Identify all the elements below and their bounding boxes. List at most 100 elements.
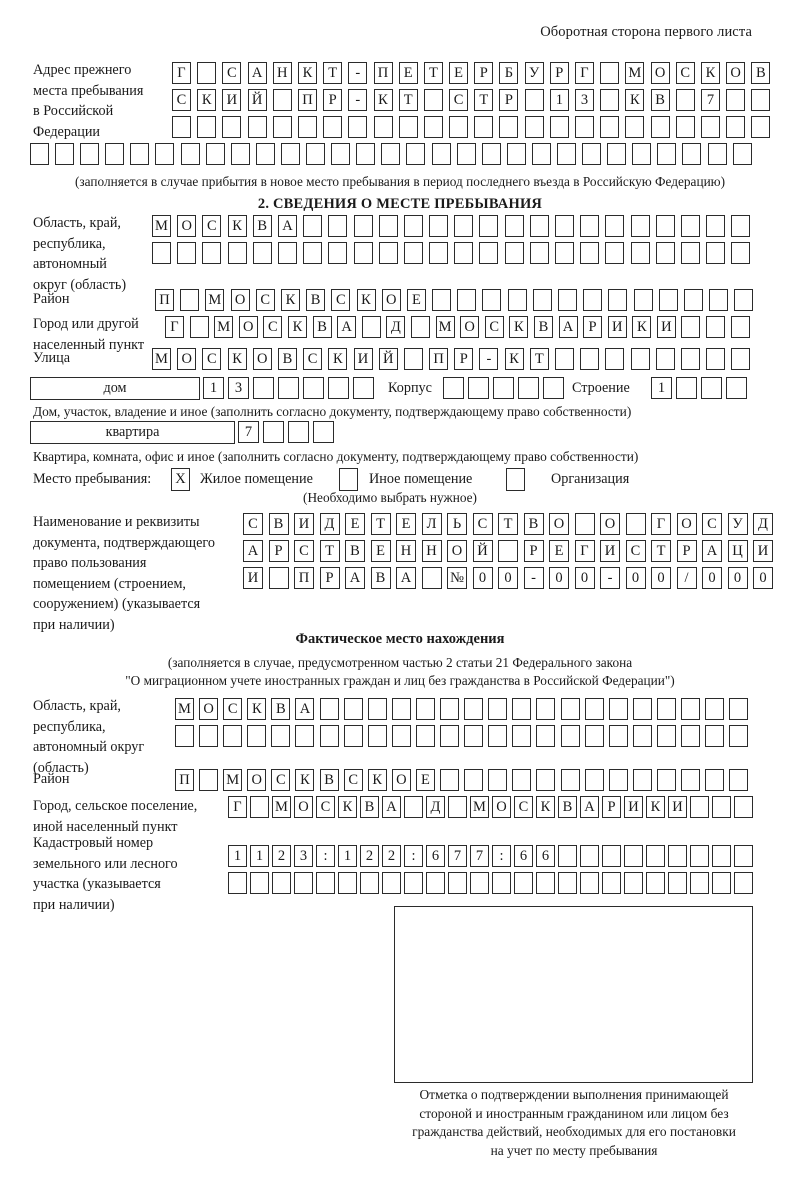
char-cell[interactable] [632, 769, 652, 791]
char-cell[interactable] [630, 348, 650, 370]
char-cell[interactable]: О [177, 348, 197, 370]
char-cell[interactable]: Г [172, 62, 191, 84]
char-cell[interactable]: М [214, 316, 234, 338]
char-cell[interactable] [488, 769, 508, 791]
char-cell[interactable] [429, 215, 449, 237]
char-cell[interactable] [751, 116, 771, 138]
checkbox-organization[interactable] [506, 468, 525, 491]
char-cell[interactable]: В [523, 513, 544, 535]
char-cell[interactable] [608, 289, 628, 311]
korpus-cells[interactable] [443, 377, 568, 399]
char-cell[interactable] [680, 769, 700, 791]
char-cell[interactable]: В [650, 89, 670, 111]
char-cell[interactable] [488, 698, 508, 720]
char-cell[interactable]: С [675, 62, 695, 84]
char-cell[interactable] [602, 845, 621, 867]
char-cell[interactable] [655, 348, 675, 370]
char-cell[interactable] [512, 725, 532, 747]
char-cell[interactable]: 3 [575, 89, 594, 111]
checkbox-residential[interactable]: X [171, 468, 190, 491]
char-cell[interactable]: О [726, 62, 746, 84]
char-cell[interactable] [700, 116, 720, 138]
char-cell[interactable]: И [243, 567, 263, 589]
cadastral-row-2[interactable] [228, 872, 756, 894]
char-cell[interactable]: - [523, 567, 544, 589]
char-cell[interactable] [655, 242, 675, 264]
char-cell[interactable] [378, 215, 398, 237]
char-cell[interactable] [608, 769, 628, 791]
char-cell[interactable] [731, 215, 751, 237]
char-cell[interactable]: А [702, 540, 722, 562]
char-cell[interactable] [705, 769, 725, 791]
char-cell[interactable] [493, 377, 514, 399]
char-cell[interactable] [403, 348, 423, 370]
char-cell[interactable] [709, 289, 729, 311]
char-cell[interactable] [105, 143, 125, 165]
char-cell[interactable]: К [227, 215, 247, 237]
char-cell[interactable]: С [449, 89, 469, 111]
char-cell[interactable]: Е [345, 513, 365, 535]
char-cell[interactable] [650, 116, 670, 138]
char-cell[interactable] [360, 872, 379, 894]
char-cell[interactable]: Р [549, 62, 569, 84]
char-cell[interactable] [558, 289, 577, 311]
char-cell[interactable]: О [460, 316, 480, 338]
char-cell[interactable]: В [751, 62, 771, 84]
char-cell[interactable] [421, 567, 442, 589]
char-cell[interactable] [406, 143, 426, 165]
char-cell[interactable] [514, 872, 533, 894]
char-cell[interactable] [367, 725, 387, 747]
char-cell[interactable]: Р [474, 62, 494, 84]
char-cell[interactable]: О [492, 796, 511, 818]
char-cell[interactable] [272, 89, 292, 111]
char-cell[interactable] [288, 421, 309, 443]
char-cell[interactable] [543, 377, 564, 399]
char-cell[interactable] [180, 143, 200, 165]
char-cell[interactable] [250, 796, 269, 818]
stroenie-cells[interactable]: 1 [651, 377, 751, 399]
char-cell[interactable] [707, 143, 727, 165]
char-cell[interactable] [734, 289, 754, 311]
char-cell[interactable] [574, 513, 595, 535]
char-cell[interactable]: 0 [549, 567, 569, 589]
char-cell[interactable] [492, 872, 511, 894]
char-cell[interactable] [403, 242, 423, 264]
char-cell[interactable] [605, 348, 625, 370]
char-cell[interactable] [732, 143, 752, 165]
char-cell[interactable] [247, 725, 267, 747]
char-cell[interactable]: А [247, 62, 267, 84]
char-cell[interactable]: 1 [250, 845, 269, 867]
confirmation-stamp-box[interactable] [394, 906, 753, 1083]
char-cell[interactable] [415, 698, 435, 720]
char-cell[interactable]: К [356, 289, 376, 311]
char-cell[interactable]: И [353, 348, 373, 370]
char-cell[interactable]: А [345, 567, 365, 589]
char-cell[interactable]: А [580, 796, 599, 818]
char-cell[interactable] [155, 143, 175, 165]
char-cell[interactable]: В [277, 348, 297, 370]
char-cell[interactable]: Б [499, 62, 519, 84]
char-cell[interactable] [668, 872, 687, 894]
char-cell[interactable] [726, 89, 746, 111]
char-cell[interactable] [712, 796, 731, 818]
char-cell[interactable] [180, 289, 200, 311]
char-cell[interactable] [464, 769, 484, 791]
region-row-2[interactable] [152, 242, 751, 264]
char-cell[interactable]: 0 [574, 567, 595, 589]
char-cell[interactable]: М [470, 796, 489, 818]
char-cell[interactable] [582, 143, 602, 165]
char-cell[interactable] [680, 242, 700, 264]
char-cell[interactable]: В [558, 796, 577, 818]
char-cell[interactable]: О [199, 698, 219, 720]
char-cell[interactable] [348, 116, 368, 138]
char-cell[interactable] [706, 348, 726, 370]
char-cell[interactable] [55, 143, 75, 165]
char-cell[interactable]: В [306, 289, 326, 311]
char-cell[interactable] [580, 845, 599, 867]
char-cell[interactable] [632, 725, 652, 747]
char-cell[interactable] [583, 289, 603, 311]
char-cell[interactable] [470, 872, 489, 894]
